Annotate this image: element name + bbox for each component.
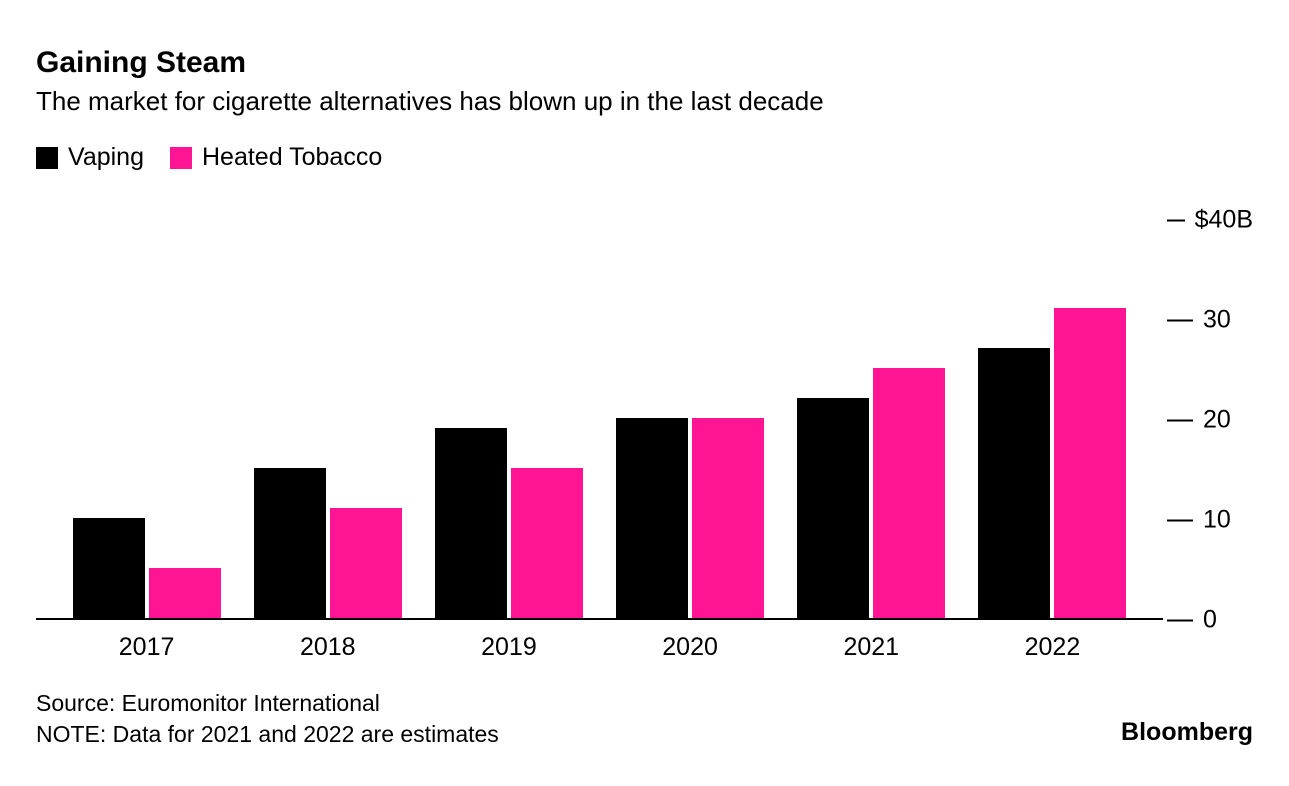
legend-label: Heated Tobacco [202, 143, 382, 172]
bar [797, 398, 869, 618]
x-tick-label: 2022 [962, 633, 1143, 662]
y-tick-label: 30 [1203, 306, 1231, 335]
y-tick-mark [1167, 319, 1193, 321]
footer: Source: Euromonitor International NOTE: … [36, 688, 1253, 750]
x-tick-label: 2019 [418, 633, 599, 662]
y-axis: 0102030$40B [1167, 190, 1253, 620]
bar [978, 348, 1050, 618]
note-text: NOTE: Data for 2021 and 2022 are estimat… [36, 719, 1253, 750]
plot [36, 220, 1163, 620]
bar [254, 468, 326, 618]
bar-group [418, 428, 599, 618]
bar [73, 518, 145, 618]
bar [149, 568, 221, 618]
bar [873, 368, 945, 618]
y-tick: 20 [1167, 406, 1253, 435]
bar [616, 418, 688, 618]
y-tick-label: 10 [1203, 506, 1231, 535]
bar-group [962, 308, 1143, 618]
y-tick-label: 0 [1203, 606, 1217, 635]
bar [330, 508, 402, 618]
y-tick-mark [1167, 619, 1193, 621]
x-axis: 201720182019202020212022 [36, 633, 1163, 662]
legend-swatch-vaping [36, 147, 58, 169]
y-tick-mark [1167, 519, 1193, 521]
bar-group [600, 418, 781, 618]
bars-container [36, 220, 1163, 618]
y-tick: 0 [1167, 606, 1253, 635]
legend: Vaping Heated Tobacco [36, 143, 1253, 172]
chart-title: Gaining Steam [36, 46, 1253, 80]
legend-item: Heated Tobacco [170, 143, 382, 172]
legend-label: Vaping [68, 143, 144, 172]
legend-item: Vaping [36, 143, 144, 172]
brand-logo: Bloomberg [1121, 716, 1253, 750]
y-tick-mark [1167, 419, 1193, 421]
source-text: Source: Euromonitor International [36, 688, 1253, 719]
x-tick-label: 2018 [237, 633, 418, 662]
x-tick-label: 2021 [781, 633, 962, 662]
bar [511, 468, 583, 618]
bar-group [56, 518, 237, 618]
bar-group [781, 368, 962, 618]
x-tick-label: 2017 [56, 633, 237, 662]
bar-group [237, 468, 418, 618]
bar [692, 418, 764, 618]
x-tick-label: 2020 [600, 633, 781, 662]
bar [1054, 308, 1126, 618]
chart-area: 0102030$40B 201720182019202020212022 [36, 190, 1253, 620]
y-tick-mark [1167, 219, 1185, 221]
bar [435, 428, 507, 618]
y-tick-label: 20 [1203, 406, 1231, 435]
chart-subtitle: The market for cigarette alternatives ha… [36, 86, 1253, 117]
legend-swatch-heated-tobacco [170, 147, 192, 169]
y-tick-label: $40B [1195, 206, 1253, 235]
y-tick: 10 [1167, 506, 1253, 535]
y-tick: 30 [1167, 306, 1253, 335]
y-tick: $40B [1167, 206, 1253, 235]
